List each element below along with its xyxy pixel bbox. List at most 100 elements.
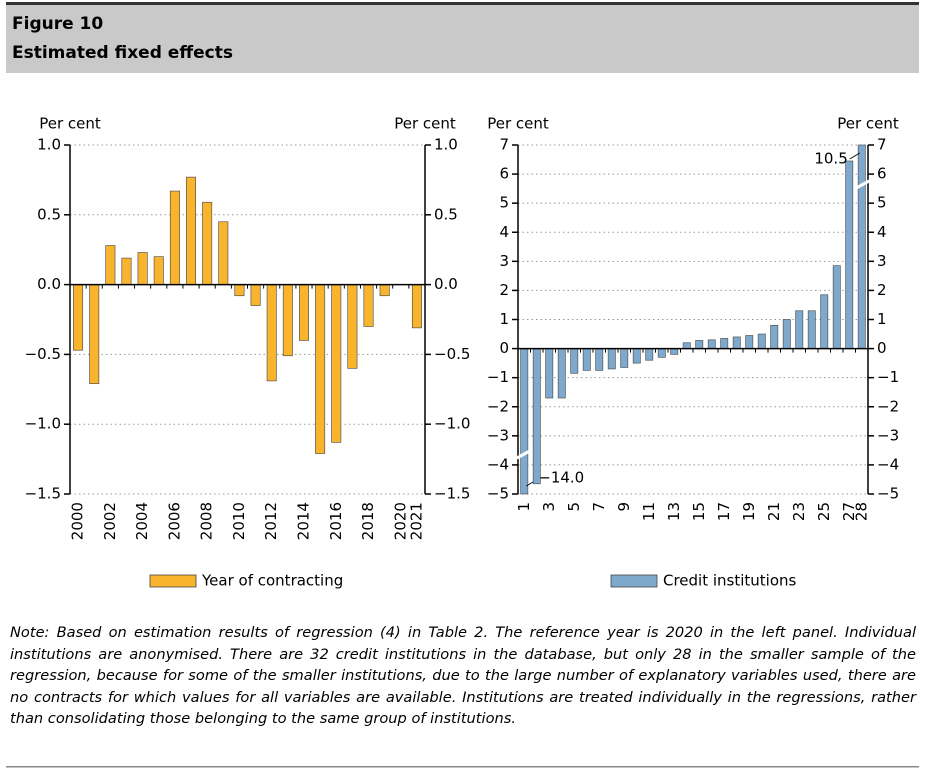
bar	[153, 256, 164, 285]
bar	[105, 245, 116, 285]
y2-axis-label: Per cent	[394, 115, 456, 133]
x-tick-label: 25	[815, 502, 833, 521]
bar	[645, 348, 654, 361]
chart-title: Estimated fixed effects	[12, 43, 233, 63]
bar	[137, 252, 148, 285]
note: Note: Based on estimation results of reg…	[10, 624, 916, 728]
y-tick-label: −2	[487, 397, 509, 415]
x-tick-label: 13	[665, 502, 683, 521]
legend-label: Year of contracting	[201, 572, 343, 590]
bar	[757, 333, 766, 349]
y-tick-label: 3	[499, 252, 509, 270]
bar	[607, 348, 616, 370]
y-tick-label: 4	[499, 223, 509, 241]
y2-tick-label: 0	[877, 339, 887, 357]
y2-tick-label: 5	[877, 194, 887, 212]
legend-swatch	[610, 574, 658, 588]
bar	[266, 284, 277, 382]
y-tick-label: −4	[487, 455, 509, 473]
y2-tick-label: 2	[877, 281, 887, 299]
legend-label: Credit institutions	[663, 572, 797, 590]
x-tick-label: 2020	[391, 502, 409, 540]
y2-tick-label: −1	[877, 368, 899, 386]
y-axis-label: Per cent	[39, 115, 101, 133]
bar	[695, 340, 704, 349]
bar	[720, 338, 729, 349]
bar	[632, 348, 641, 364]
bar	[557, 348, 566, 399]
x-tick-label: 15	[690, 502, 708, 521]
bar	[331, 284, 342, 443]
y-tick-label: 0	[499, 339, 509, 357]
y2-tick-label: 0.5	[434, 205, 458, 223]
bar	[169, 190, 180, 285]
x-tick-label: 2018	[359, 502, 377, 540]
y2-tick-label: −3	[877, 426, 899, 444]
bar	[298, 284, 309, 341]
y2-tick-label: −4	[877, 455, 899, 473]
y2-tick-label: 1.0	[434, 136, 458, 154]
bar	[820, 294, 829, 349]
x-tick-label: 2010	[230, 502, 248, 540]
bar	[595, 348, 604, 371]
y2-axis-label: Per cent	[837, 115, 899, 133]
x-tick-label: 2012	[262, 502, 280, 540]
y2-tick-label: 3	[877, 252, 887, 270]
bar	[682, 342, 691, 349]
bar	[218, 221, 229, 285]
x-tick-label: 3	[540, 502, 558, 512]
x-tick-label: 7	[590, 502, 608, 512]
x-tick-label: 2006	[165, 502, 183, 540]
bar	[620, 348, 629, 368]
x-tick-label: 2016	[327, 502, 345, 540]
bar	[411, 284, 422, 329]
bar	[520, 348, 529, 495]
y2-tick-label: −2	[877, 397, 899, 415]
bar	[282, 284, 293, 357]
bar	[807, 310, 816, 349]
x-tick-label: 5	[565, 502, 583, 512]
y-tick-label: 5	[499, 194, 509, 212]
y-tick-label: −3	[487, 426, 509, 444]
y-tick-label: −1	[487, 368, 509, 386]
x-tick-label: 19	[740, 502, 758, 521]
bar	[745, 335, 754, 349]
bar	[832, 265, 841, 349]
value-label: −14.0	[538, 469, 584, 487]
x-tick-label: 23	[790, 502, 808, 521]
bar	[707, 339, 716, 349]
footer-rule	[6, 766, 919, 768]
bar	[857, 144, 866, 349]
bar	[570, 348, 579, 374]
y-tick-label: 2	[499, 281, 509, 299]
bar	[732, 336, 741, 349]
y2-tick-label: 0.0	[434, 275, 458, 293]
y-tick-label: 1.0	[37, 136, 61, 154]
header-band	[6, 4, 919, 73]
bar	[782, 319, 791, 349]
bar	[73, 284, 84, 351]
y2-tick-label: 1	[877, 310, 887, 328]
bar	[657, 348, 666, 358]
y-tick-label: −5	[487, 485, 509, 503]
y-tick-label: 0.5	[37, 205, 61, 223]
x-tick-label: 2008	[198, 502, 216, 540]
y-tick-label: 1	[499, 310, 509, 328]
y2-tick-label: −1.5	[434, 485, 470, 503]
y2-tick-label: 4	[877, 223, 887, 241]
label-leader	[849, 152, 860, 160]
bar	[545, 348, 554, 399]
x-tick-label: 1	[515, 502, 533, 512]
y-axis-label: Per cent	[487, 115, 549, 133]
bar	[363, 284, 374, 327]
bar	[582, 348, 591, 371]
bar	[845, 160, 854, 349]
x-tick-label: 9	[615, 502, 633, 512]
x-tick-label: 2000	[69, 502, 87, 540]
bar	[347, 284, 358, 369]
x-tick-label: 27	[840, 502, 858, 521]
legend-swatch	[149, 574, 197, 588]
y-tick-label: −0.5	[25, 345, 61, 363]
x-tick-label: 11	[640, 502, 658, 521]
bar	[795, 310, 804, 349]
